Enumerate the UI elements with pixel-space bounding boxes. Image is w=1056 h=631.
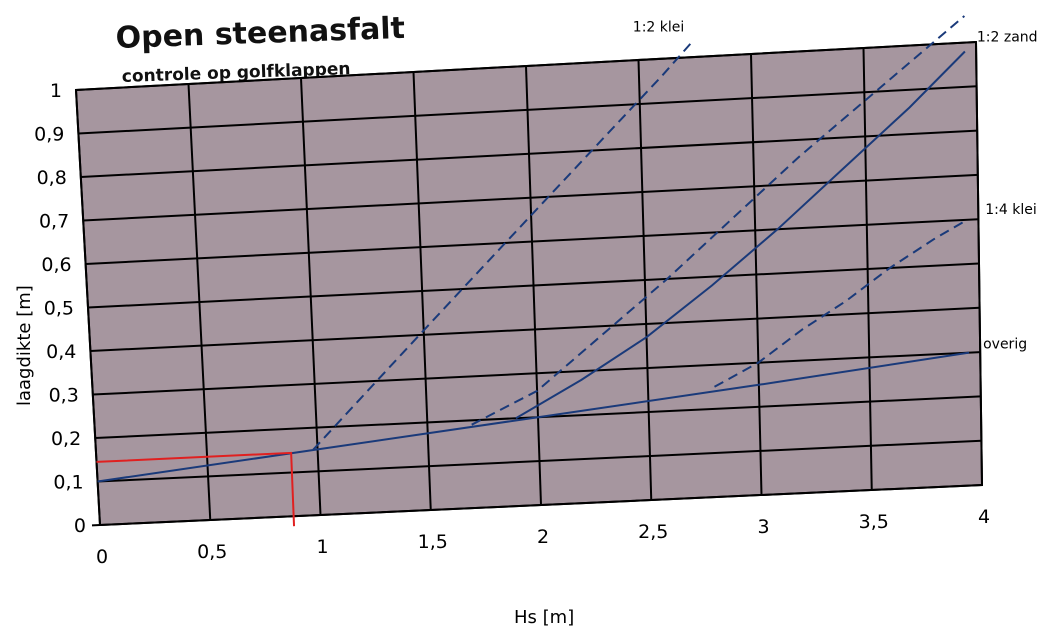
x-tick-label: 2 xyxy=(537,526,549,548)
y-gridline xyxy=(90,306,980,352)
x-tick-label: 0,5 xyxy=(197,541,227,563)
series-label: overig xyxy=(983,337,1027,353)
series-line xyxy=(97,351,970,483)
y-gridline xyxy=(75,41,977,91)
y-gridline xyxy=(99,484,983,526)
y-tick-label: 0,5 xyxy=(44,298,74,320)
series-label: 1:2 klei xyxy=(633,19,684,35)
chart-title: Open steenasfalt xyxy=(115,11,405,56)
plot-area xyxy=(74,15,984,527)
y-tick-label: 0,6 xyxy=(41,254,71,276)
x-tick-label: 4 xyxy=(978,506,990,528)
x-axis-label: Hs [m] xyxy=(514,607,574,628)
x-tick-label: 0 xyxy=(96,546,108,568)
reading-annotation-line xyxy=(96,451,296,527)
y-tick-label: 0,4 xyxy=(46,341,76,363)
x-tick-label: 2,5 xyxy=(638,521,668,543)
series-label: 1:4 klei xyxy=(985,202,1036,218)
y-tick-label: 0,9 xyxy=(34,124,64,146)
x-tick-label: 1 xyxy=(316,536,328,558)
tick-labels: 0 0,5 1 1,5 2 2,5 3 3,5 4 0 0,1 0,2 0,3 0,4 0,5 0,6 0,7 0… xyxy=(34,80,990,568)
series-label: 1:2 zand xyxy=(977,29,1038,45)
y-tick-label: 0,8 xyxy=(37,167,67,189)
y-tick-label: 0,3 xyxy=(49,385,79,407)
y-gridline xyxy=(80,129,978,178)
y-axis-label: laagdikte [m] xyxy=(14,285,35,406)
y-gridline xyxy=(85,218,979,265)
series-line xyxy=(312,38,696,451)
y-gridline xyxy=(92,351,981,396)
y-gridline xyxy=(97,439,982,483)
series-line xyxy=(471,15,966,426)
y-gridline xyxy=(78,85,977,135)
x-tick-label: 3,5 xyxy=(859,511,889,533)
x-tick-label: 1,5 xyxy=(418,531,448,553)
y-tick-label: 0 xyxy=(74,515,86,537)
series-line xyxy=(515,50,966,420)
y-gridline xyxy=(87,262,980,309)
y-tick-label: 0,1 xyxy=(53,472,83,494)
series-line xyxy=(714,218,968,388)
y-tick-label: 0,7 xyxy=(39,211,69,233)
plot-background xyxy=(74,40,984,527)
y-tick-label: 1 xyxy=(50,80,62,102)
y-tick-label: 0,2 xyxy=(51,428,81,450)
x-tick-label: 3 xyxy=(757,516,769,538)
